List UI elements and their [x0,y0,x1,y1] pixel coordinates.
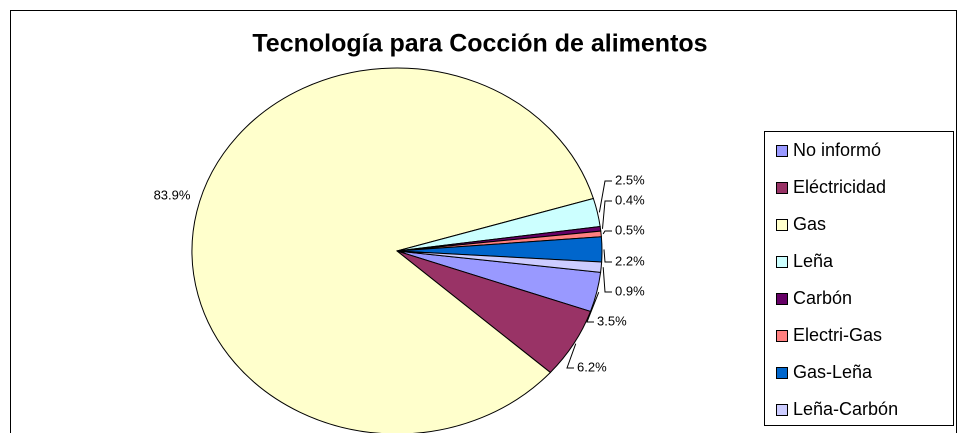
data-label: 2.5% [615,172,645,187]
pie-slice [396,250,603,273]
leader-line [602,267,612,293]
leader-line [586,291,600,323]
data-label: 0.5% [615,222,645,237]
data-label: 6.2% [577,359,607,374]
legend-swatch [776,145,788,157]
legend-box [764,131,954,426]
chart-title: Tecnología para Cocción de alimentos [252,30,707,58]
leader-line [601,200,612,229]
data-label: 0.4% [615,192,645,207]
legend-swatch [776,330,788,342]
leader-line [602,230,612,235]
legend-label: Leña-Carbón [793,399,898,419]
data-label: 3.5% [597,313,627,328]
legend-swatch [776,367,788,379]
legend-label: Eléctricidad [793,177,886,197]
leader-line [566,343,577,369]
legend-label: Carbón [793,288,852,308]
legend-label: Gas [793,214,826,234]
legend-swatch [776,256,788,268]
legend-swatch [776,293,788,305]
legend-swatch [776,219,788,231]
data-label: 2.2% [615,253,645,268]
data-label: 0.9% [615,283,645,298]
pie-slice [191,67,595,433]
legend-label: No informó [793,140,881,160]
legend-label: Gas-Leña [793,362,873,382]
leader-line [598,180,612,213]
leader-line [603,249,612,263]
legend-label: Electri-Gas [793,325,882,345]
data-label: 83.9% [154,187,191,202]
legend-swatch [776,182,788,194]
legend-swatch [776,404,788,416]
legend-label: Leña [793,251,834,271]
